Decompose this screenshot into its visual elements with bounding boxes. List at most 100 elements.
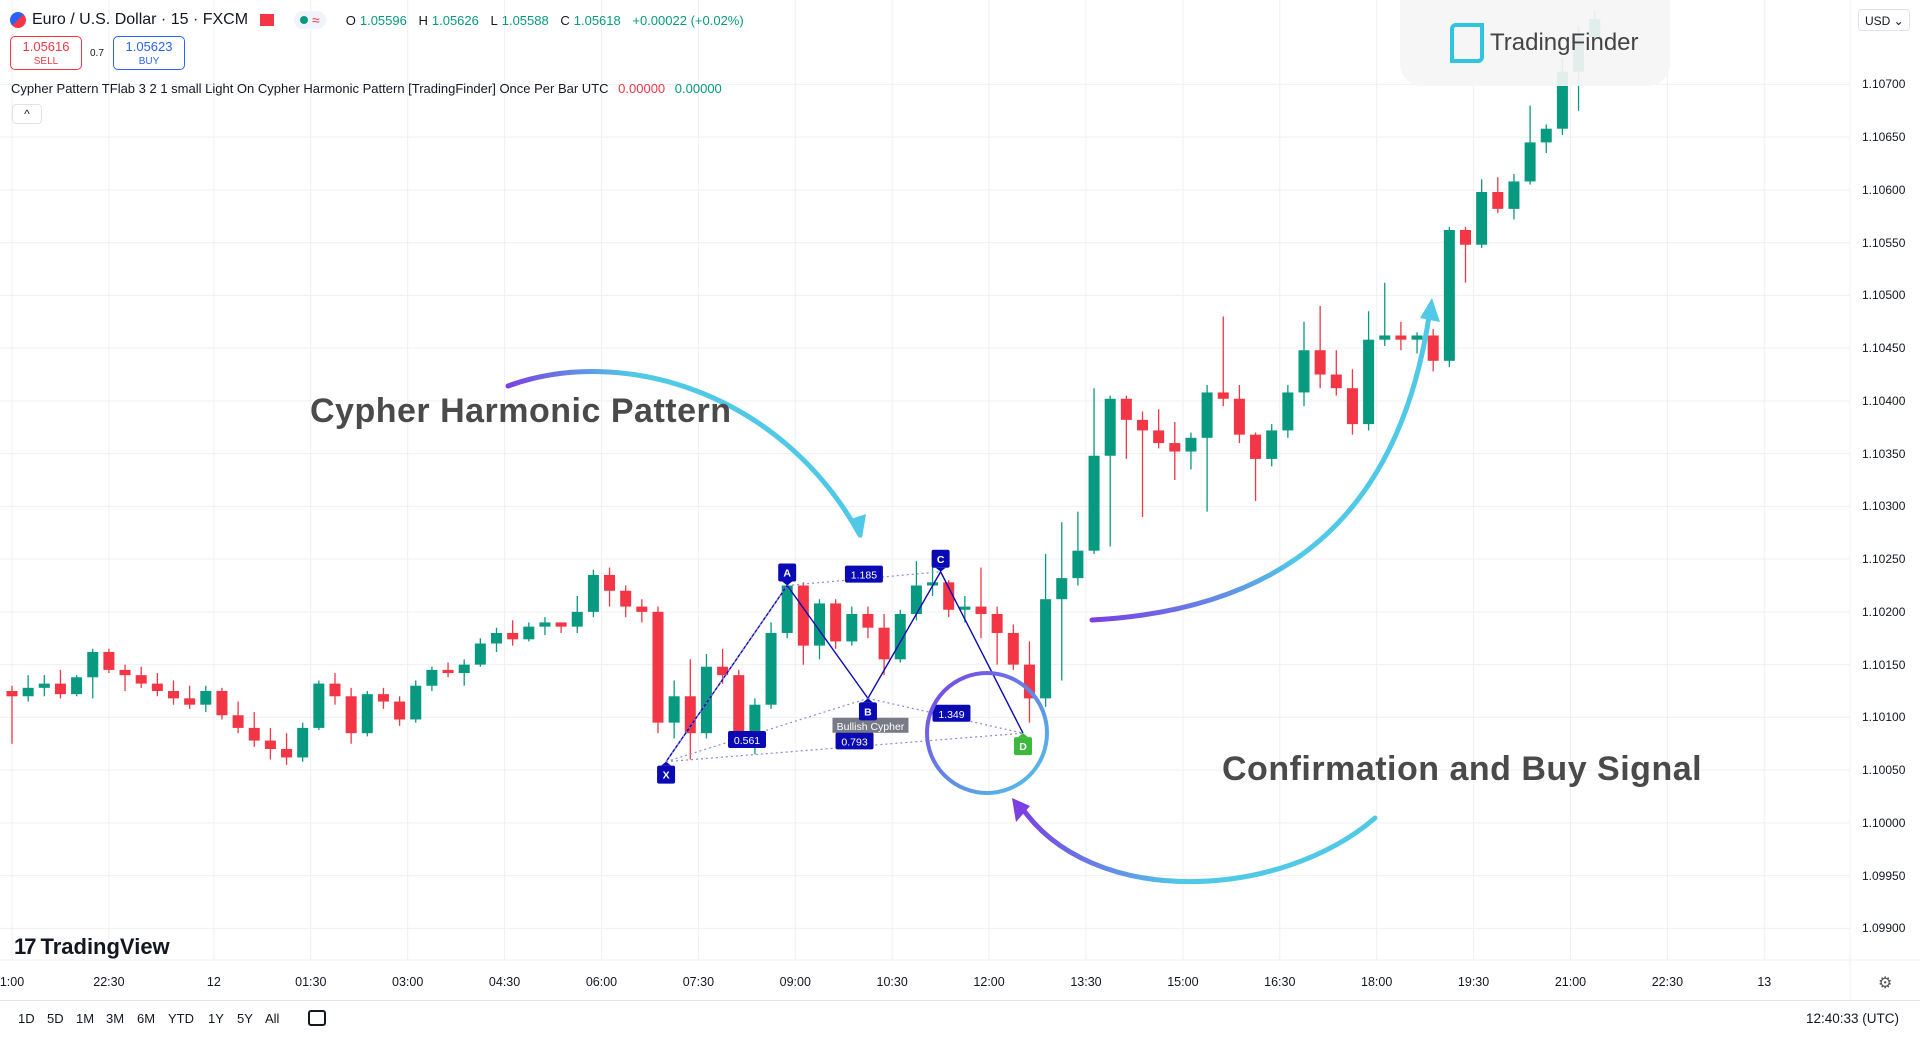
candle-body <box>797 585 809 646</box>
candle-body <box>135 675 147 684</box>
flag-icon[interactable] <box>260 14 275 26</box>
time-tick-label: 01:30 <box>295 975 327 989</box>
time-tick-label: 13 <box>1757 975 1772 989</box>
candle-body <box>6 690 18 697</box>
chart-grid <box>0 0 1920 1000</box>
candle-body <box>1379 335 1391 340</box>
time-tick-label: 10:30 <box>876 975 908 989</box>
calendar-icon[interactable] <box>308 1010 326 1026</box>
buy-button[interactable]: 1.05623 BUY <box>113 36 185 70</box>
price-tick-label: 1.10150 <box>1862 657 1906 672</box>
pattern-point-pointer <box>661 761 672 766</box>
candle-body <box>1266 430 1278 459</box>
ratio-label-bg <box>844 565 883 583</box>
range-5y[interactable]: 5Y <box>237 1011 253 1026</box>
pattern-point-pointer <box>862 698 873 703</box>
candle-body <box>1104 398 1116 456</box>
candle-body <box>1411 335 1423 340</box>
gear-icon[interactable]: ⚙ <box>1878 975 1893 992</box>
range-6m[interactable]: 6M <box>137 1011 156 1026</box>
candle-body <box>54 683 66 695</box>
time-tick-label: 15:00 <box>1167 975 1199 989</box>
price-tick-label: 1.10000 <box>1862 815 1906 830</box>
candle-body <box>410 685 422 720</box>
candles-layer <box>6 10 1601 765</box>
collapse-legend-button[interactable]: ^ <box>12 104 42 124</box>
candle-body <box>1346 388 1358 425</box>
candle-body <box>1492 192 1504 209</box>
price-tick-label: 1.10050 <box>1862 763 1906 778</box>
bottom-annotation-arrow <box>1017 802 1378 885</box>
pattern-point-pointer <box>782 581 793 586</box>
ratio-label-text: 0.793 <box>841 736 867 748</box>
pattern-point-label: C <box>937 554 945 566</box>
price-tick-label: 1.09950 <box>1862 868 1906 883</box>
indicator-legend[interactable]: Cypher Pattern TFlab 3 2 1 small Light O… <box>11 81 722 96</box>
candle-body <box>684 696 696 734</box>
candle-body <box>1040 599 1052 699</box>
candle-body <box>1540 128 1552 143</box>
range-ytd[interactable]: YTD <box>168 1011 194 1026</box>
candle-body <box>1072 550 1084 579</box>
candle-body <box>377 694 389 702</box>
price-tick-label: 1.10550 <box>1862 235 1906 250</box>
candle-body <box>426 669 438 686</box>
candle-body <box>733 675 745 734</box>
candle-body <box>894 613 906 660</box>
candle-body <box>717 666 729 676</box>
candle-body <box>184 698 196 705</box>
range-1y[interactable]: 1Y <box>208 1011 224 1026</box>
range-3m[interactable]: 3M <box>106 1011 125 1026</box>
time-tick-label: 03:00 <box>392 975 424 989</box>
time-tick-label: 22:30 <box>93 975 125 989</box>
market-status-pill[interactable]: ≈ <box>294 11 326 29</box>
candle-body <box>281 749 293 758</box>
candle-body <box>329 683 341 697</box>
annotation-arrows <box>505 298 1440 885</box>
range-all[interactable]: All <box>265 1011 280 1026</box>
currency-selector[interactable]: USD ⌄ <box>1858 9 1910 31</box>
candle-body <box>1282 392 1294 431</box>
pattern-point-pointer <box>1017 733 1028 738</box>
candle-body <box>975 606 987 614</box>
candle-body <box>1476 192 1488 245</box>
candle-body <box>1023 664 1035 699</box>
range-1d[interactable]: 1D <box>18 1011 35 1026</box>
candle-body <box>1201 392 1213 438</box>
candle-body <box>959 606 971 610</box>
candle-body <box>1427 335 1439 361</box>
chart-header: Euro / U.S. Dollar · 15 · FXCM ≈ O 1.0559… <box>10 9 748 31</box>
candle-body <box>313 683 325 728</box>
candle-body <box>38 683 50 688</box>
pattern-point-box <box>778 563 797 582</box>
pattern-point-a: A <box>778 563 797 586</box>
ratio-line-bd <box>867 697 1024 734</box>
pattern-point-label: D <box>1019 741 1027 753</box>
time-tick-label: 16:30 <box>1264 975 1296 989</box>
bottom-annotation-arrowhead <box>1012 798 1030 822</box>
pattern-point-label: X <box>663 770 670 782</box>
candle-body <box>700 666 712 734</box>
symbol-title[interactable]: Euro / U.S. Dollar · 15 · FXCM <box>32 11 249 28</box>
sell-button[interactable]: 1.05616 SELL <box>10 36 82 70</box>
ratio-label: 0.793 <box>835 732 874 750</box>
candle-body <box>22 687 34 697</box>
ratio-label-text: 1.349 <box>938 709 964 721</box>
right-annotation-arrow <box>1089 307 1433 623</box>
spread-value: 0.7 <box>90 48 104 59</box>
range-5d[interactable]: 5D <box>47 1011 64 1026</box>
candle-body <box>1217 392 1229 399</box>
utc-clock[interactable]: 12:40:33 (UTC) <box>1806 1011 1900 1026</box>
price-tick-label: 1.10500 <box>1862 288 1906 303</box>
range-1m[interactable]: 1M <box>76 1011 95 1026</box>
price-tick-label: 1.10700 <box>1862 77 1906 92</box>
pattern-point-c: C <box>931 549 950 572</box>
tradingview-logo[interactable]: 17 TradingView <box>14 934 170 960</box>
candle-body <box>458 664 470 674</box>
price-tick-label: 1.10650 <box>1862 130 1906 145</box>
candle-body <box>1088 455 1100 551</box>
candle-body <box>1395 335 1407 340</box>
candle-body <box>1007 632 1019 665</box>
candle-body <box>1137 419 1148 431</box>
